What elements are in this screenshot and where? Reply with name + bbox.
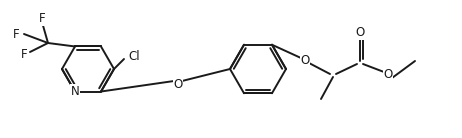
Text: O: O bbox=[383, 68, 393, 82]
Text: F: F bbox=[21, 48, 28, 62]
Text: N: N bbox=[71, 85, 79, 98]
Text: O: O bbox=[173, 78, 182, 91]
Text: F: F bbox=[13, 27, 20, 40]
Text: O: O bbox=[300, 55, 310, 67]
Text: Cl: Cl bbox=[128, 50, 140, 63]
Text: O: O bbox=[355, 26, 365, 39]
Text: F: F bbox=[39, 13, 45, 26]
